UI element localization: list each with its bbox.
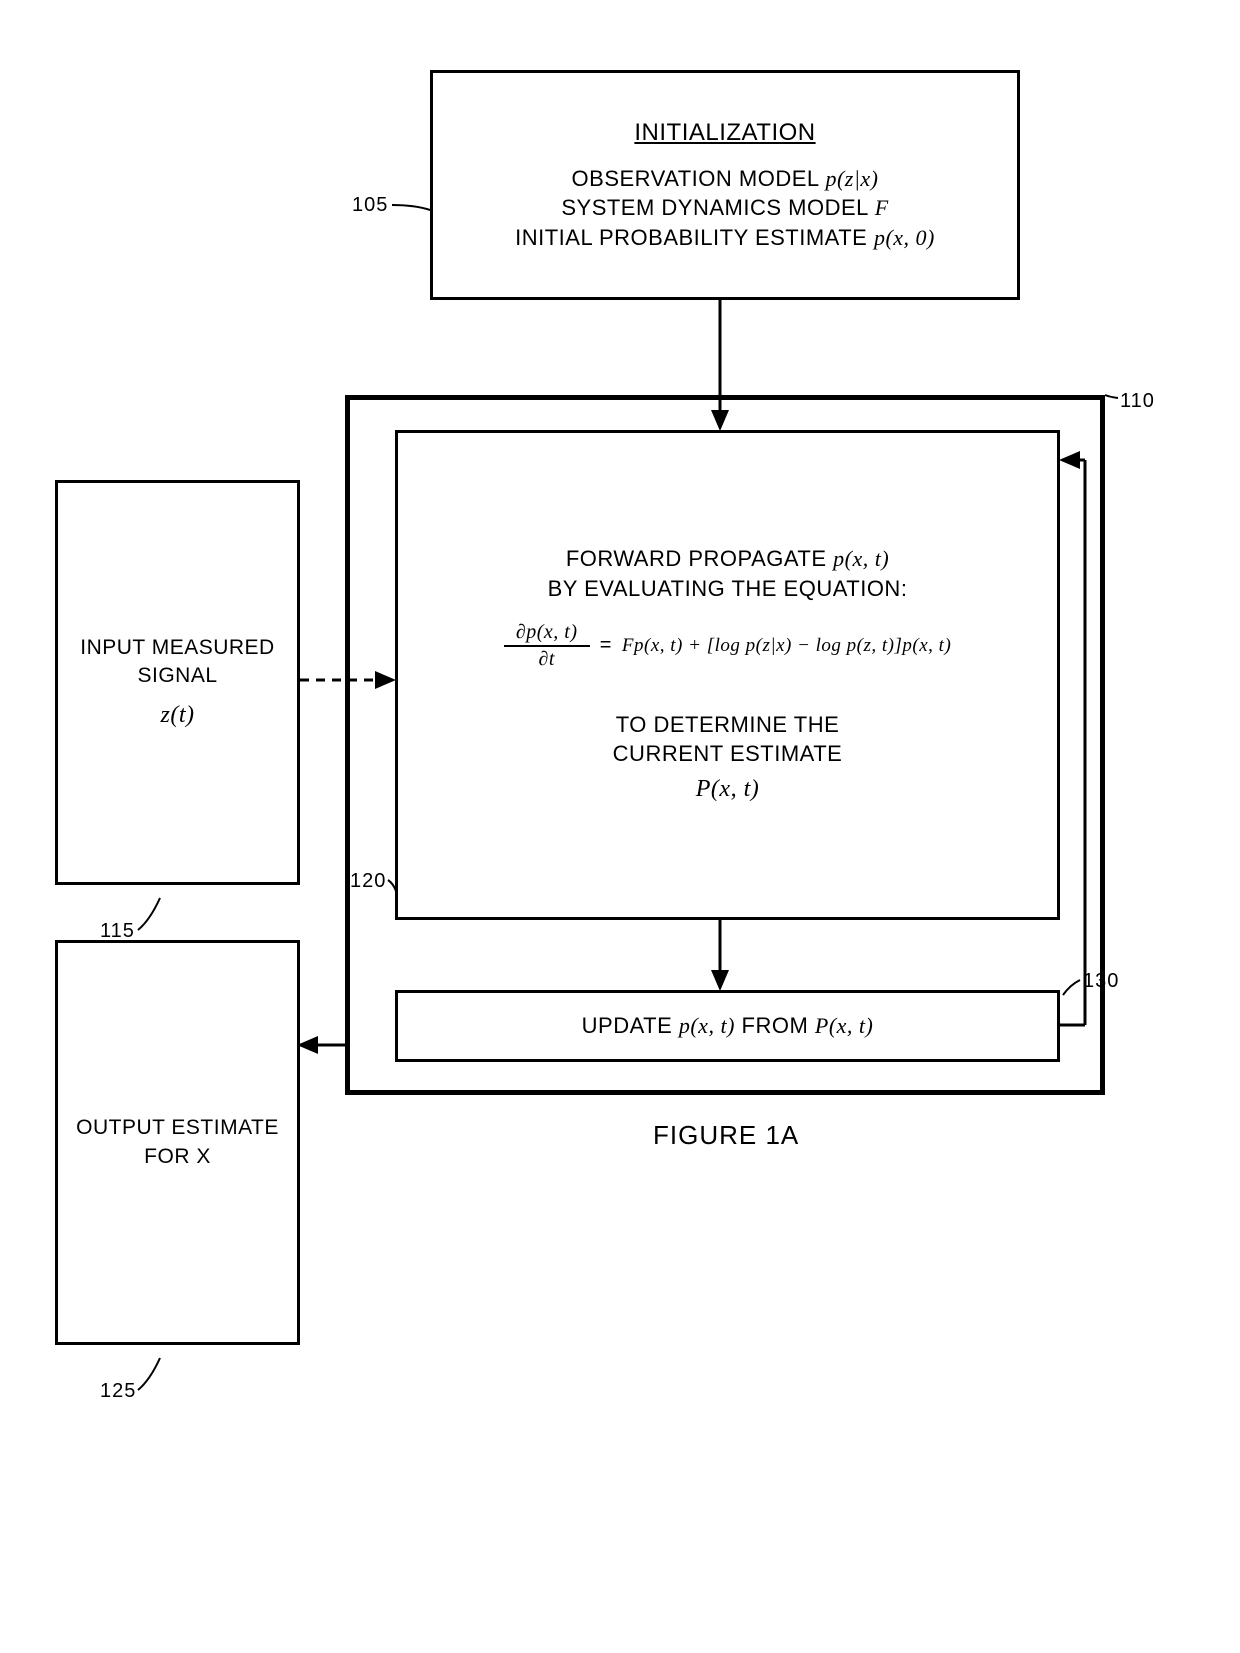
eq-denominator: ∂t: [538, 649, 554, 670]
prop-line4: CURRENT ESTIMATE: [613, 739, 843, 769]
ref-130: 130: [1083, 970, 1119, 993]
box-input: INPUT MEASURED SIGNAL z(t): [55, 480, 300, 885]
eq-numerator: ∂p(x, t): [516, 622, 578, 643]
prop-line5: P(x, t): [696, 773, 759, 805]
init-line1: OBSERVATION MODEL p(z|x): [572, 164, 879, 194]
input-line2: z(t): [161, 699, 195, 731]
equation: ∂p(x, t) ∂t = Fp(x, t) + [log p(z|x) − l…: [504, 622, 952, 670]
figure-page: INITIALIZATION OBSERVATION MODEL p(z|x) …: [0, 0, 1240, 1653]
output-text: OUTPUT ESTIMATE FOR X: [58, 1114, 297, 1171]
ref-120: 120: [350, 870, 386, 893]
eq-fraction-bar: [504, 645, 590, 647]
prop-line2: BY EVALUATING THE EQUATION:: [548, 574, 908, 604]
prop-line1: FORWARD PROPAGATE p(x, t): [566, 544, 889, 574]
box-update: UPDATE p(x, t) FROM P(x, t): [395, 990, 1060, 1062]
box-propagate: FORWARD PROPAGATE p(x, t) BY EVALUATING …: [395, 430, 1060, 920]
update-text: UPDATE p(x, t) FROM P(x, t): [582, 1011, 874, 1041]
ref-105: 105: [352, 194, 388, 217]
eq-equals: =: [600, 634, 612, 657]
init-title: INITIALIZATION: [634, 117, 815, 149]
ref-125: 125: [100, 1380, 136, 1403]
eq-rhs: Fp(x, t) + [log p(z|x) − log p(z, t)]p(x…: [622, 635, 951, 657]
ref-110: 110: [1120, 390, 1155, 413]
box-output: OUTPUT ESTIMATE FOR X: [55, 940, 300, 1345]
init-line3: INITIAL PROBABILITY ESTIMATE p(x, 0): [515, 223, 935, 253]
figure-caption: FIGURE 1A: [653, 1120, 799, 1151]
box-initialization: INITIALIZATION OBSERVATION MODEL p(z|x) …: [430, 70, 1020, 300]
input-line1: INPUT MEASURED SIGNAL: [58, 634, 297, 691]
prop-line3: TO DETERMINE THE: [616, 710, 840, 740]
ref-115: 115: [100, 920, 135, 943]
init-line2: SYSTEM DYNAMICS MODEL F: [561, 193, 888, 223]
